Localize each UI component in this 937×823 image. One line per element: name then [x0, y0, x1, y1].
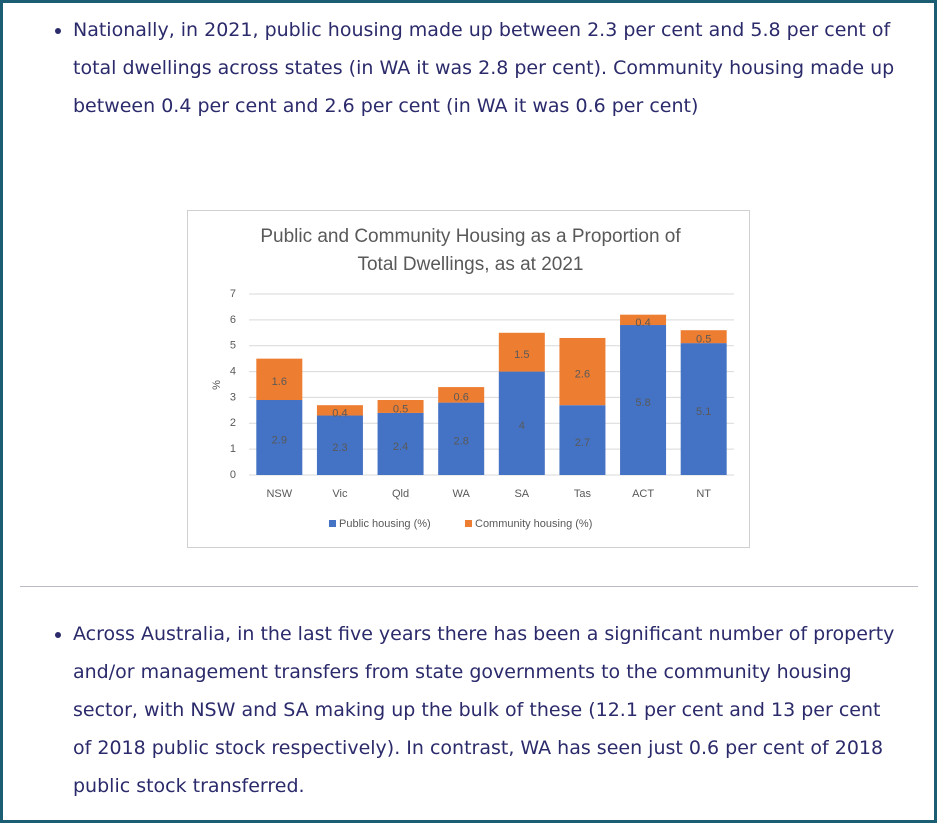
- bar-segment: [680, 330, 727, 344]
- bar-segment: [620, 325, 667, 475]
- chart-plot: 0 1 2 3 4 5 6 7% 2.9 2.3 2.4 2.8 4 2.7 5.8 5.1 1.6 0.4 0.5…: [211, 288, 734, 530]
- y-tick-label: 3: [230, 391, 236, 403]
- bar-segment: [377, 400, 424, 413]
- x-tick-label: NSW: [266, 488, 292, 500]
- data-label: 5.1: [696, 406, 711, 418]
- bar-segment: [316, 405, 363, 416]
- bullet-text: Nationally, in 2021, public housing made…: [73, 11, 903, 125]
- data-label: 5.8: [635, 397, 650, 409]
- legend-swatch: [465, 520, 472, 527]
- data-label: 2.4: [393, 441, 408, 453]
- legend-swatch: [329, 520, 336, 527]
- x-tick-label: SA: [514, 488, 529, 500]
- bar-segment: [316, 415, 363, 475]
- bar-segment: [559, 337, 606, 406]
- bar-segment: [438, 387, 485, 403]
- bar-segment: [256, 358, 303, 401]
- bullet-list: Nationally, in 2021, public housing made…: [3, 11, 903, 125]
- data-label: 2.6: [575, 368, 590, 380]
- bar-segment: [498, 371, 545, 475]
- bar-segment: [559, 405, 606, 475]
- x-tick-label: Tas: [574, 488, 592, 500]
- x-tick-label: Vic: [332, 488, 348, 500]
- chart-title: Public and Community Housing as a Propor…: [260, 226, 681, 275]
- data-label: 0.5: [696, 334, 711, 346]
- data-label: 2.9: [272, 434, 287, 446]
- bullet-text: Across Australia, in the last five years…: [73, 615, 903, 805]
- y-tick-label: 4: [230, 365, 236, 377]
- y-tick-label: 7: [230, 288, 236, 300]
- y-tick-label: 1: [230, 443, 236, 455]
- y-axis-label: %: [211, 380, 223, 390]
- bar-segment: [377, 412, 424, 475]
- chart: Public and Community Housing as a Propor…: [187, 210, 750, 548]
- x-tick-label: ACT: [632, 488, 654, 500]
- data-label: 4: [519, 420, 525, 432]
- bar-segment: [256, 400, 303, 475]
- y-tick-label: 6: [230, 314, 236, 326]
- bar-segment: [498, 332, 545, 372]
- bar-segment: [438, 402, 485, 475]
- data-label: 0.5: [393, 403, 408, 415]
- y-tick-label: 0: [230, 469, 236, 481]
- data-label: 2.7: [575, 437, 590, 449]
- legend-label: Public housing (%): [339, 518, 431, 530]
- x-tick-label: WA: [453, 488, 471, 500]
- y-tick-label: 2: [230, 417, 236, 429]
- data-label: 1.5: [514, 349, 529, 361]
- data-label: 0.6: [454, 392, 469, 404]
- x-tick-label: Qld: [392, 488, 409, 500]
- bar-segment: [620, 314, 667, 326]
- legend-label: Community housing (%): [475, 518, 592, 530]
- data-label: 1.6: [272, 376, 287, 388]
- data-label: 0.4: [635, 317, 650, 329]
- separator: [20, 586, 918, 587]
- data-label: 0.4: [332, 407, 347, 419]
- data-label: 2.8: [454, 436, 469, 448]
- bullet-list: Across Australia, in the last five years…: [3, 615, 903, 805]
- y-tick-label: 5: [230, 340, 236, 352]
- data-label: 2.3: [332, 442, 347, 454]
- x-tick-label: NT: [696, 488, 711, 500]
- bar-segment: [680, 343, 727, 475]
